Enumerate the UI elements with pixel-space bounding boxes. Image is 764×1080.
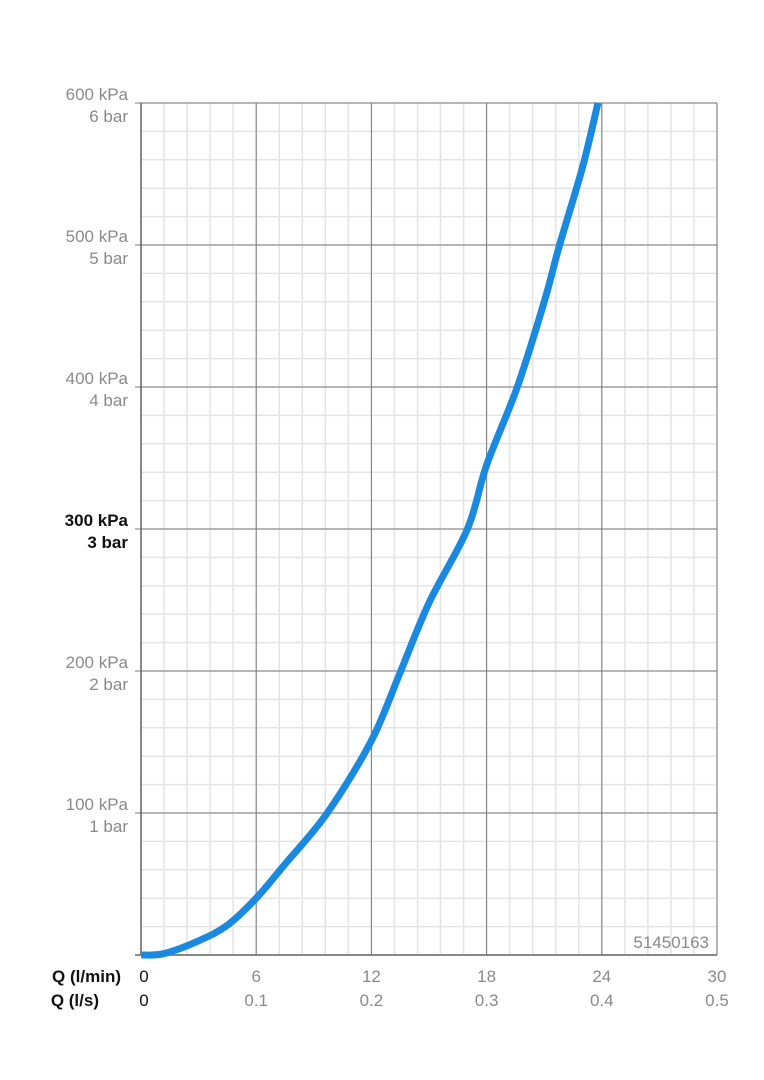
y-tick-label-kpa: 200 kPa	[66, 653, 129, 672]
y-tick-label-kpa: 400 kPa	[66, 369, 129, 388]
x-tick-label-ls: 0.5	[705, 991, 729, 1010]
x-tick-label-lmin: 0	[139, 967, 148, 986]
y-tick-label-kpa: 100 kPa	[66, 795, 129, 814]
x-tick-label-ls: 0.3	[475, 991, 499, 1010]
x-tick-label-ls: 0.4	[590, 991, 614, 1010]
y-tick-label-kpa: 300 kPa	[65, 511, 129, 530]
chart-code-label: 51450163	[633, 933, 709, 952]
y-tick-label-bar: 1 bar	[89, 817, 128, 836]
x-tick-label-ls: 0	[139, 991, 148, 1010]
y-tick-label-bar: 3 bar	[87, 533, 128, 552]
y-tick-label-bar: 2 bar	[89, 675, 128, 694]
x-tick-label-lmin: 30	[708, 967, 727, 986]
x-tick-label-ls: 0.1	[244, 991, 268, 1010]
pressure-flow-curve	[140, 102, 602, 959]
y-tick-label-kpa: 500 kPa	[66, 227, 129, 246]
y-tick-label-bar: 5 bar	[89, 249, 128, 268]
x-tick-label-lmin: 18	[477, 967, 496, 986]
x-tick-label-ls: 0.2	[360, 991, 384, 1010]
x-axis-label-lmin: Q (l/min)	[52, 967, 121, 986]
y-tick-label-kpa: 600 kPa	[66, 85, 129, 104]
x-axis-label-ls: Q (l/s)	[51, 991, 99, 1010]
y-tick-label-bar: 6 bar	[89, 107, 128, 126]
x-tick-label-lmin: 12	[362, 967, 381, 986]
x-tick-label-lmin: 6	[251, 967, 260, 986]
x-tick-label-lmin: 24	[592, 967, 611, 986]
y-tick-label-bar: 4 bar	[89, 391, 128, 410]
